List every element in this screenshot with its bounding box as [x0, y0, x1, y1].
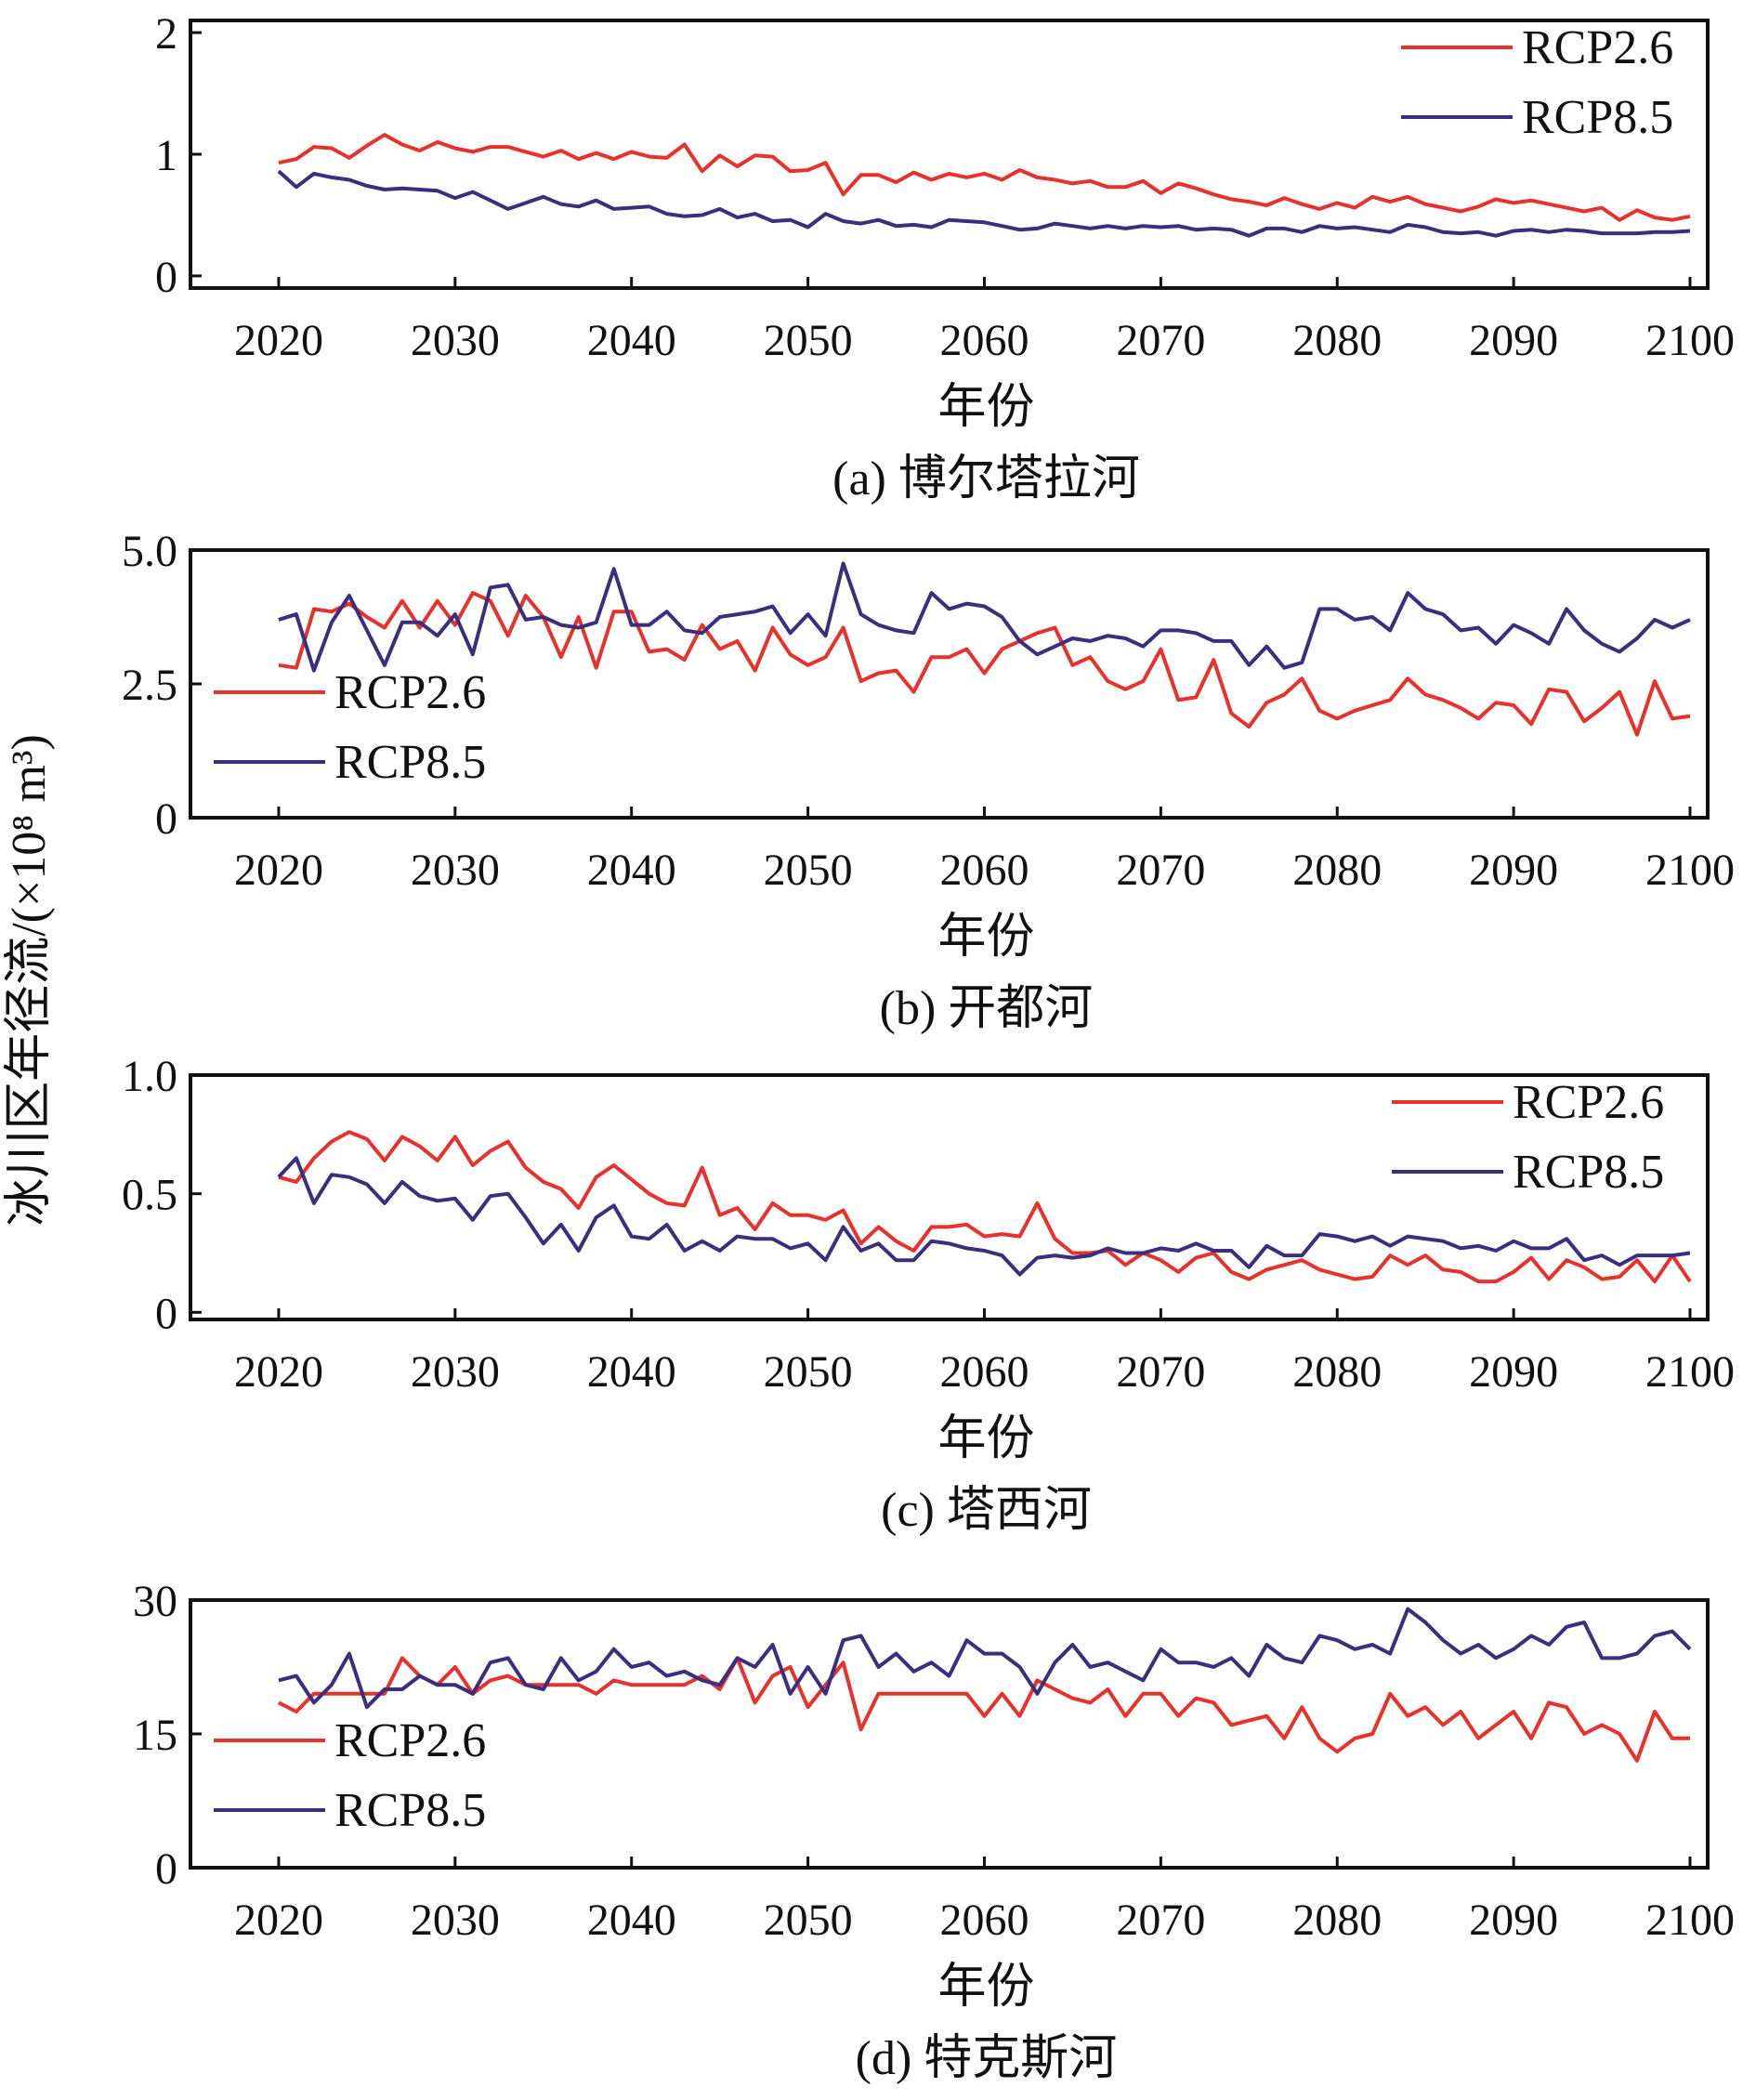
panel-title: (a) 博尔塔拉河 [832, 453, 1140, 505]
y-tick-label: 2.5 [122, 661, 177, 710]
x-tick-label: 2060 [939, 846, 1029, 895]
x-tick-label: 2090 [1469, 316, 1558, 365]
x-tick-label: 2100 [1645, 316, 1735, 365]
x-tick-label: 2040 [587, 846, 676, 895]
legend: RCP2.6 RCP8.5 [1392, 1076, 1664, 1199]
x-tick-label: 2030 [411, 1896, 500, 1945]
x-tick-label: 2090 [1469, 1347, 1558, 1397]
x-tick-label: 2100 [1645, 846, 1735, 895]
legend: RCP2.6 RCP8.5 [214, 1714, 486, 1837]
legend-label: RCP2.6 [334, 1714, 486, 1767]
x-tick-label: 2100 [1645, 1347, 1735, 1397]
x-tick-label: 2070 [1116, 316, 1205, 365]
series-line-RCP8.5 [277, 169, 1691, 238]
x-tick-label: 2080 [1292, 846, 1382, 895]
panel-c: 2020 2030 2040 2050 2060 2070 2080 2090 2100 0 0.5… [122, 1052, 1735, 1537]
x-tick-label: 2100 [1645, 1896, 1735, 1945]
y-tick-label: 0 [155, 1289, 177, 1338]
series-line-RCP2.6 [277, 1656, 1690, 1763]
y-tick-label: 0 [155, 253, 177, 302]
x-tick-label: 2020 [234, 316, 323, 365]
legend-label: RCP8.5 [1522, 91, 1673, 144]
legend: RCP2.6 RCP8.5 [1401, 21, 1673, 144]
series-line-RCP8.5 [278, 561, 1691, 673]
y-tick-label: 5.0 [122, 527, 177, 576]
x-tick-label: 2020 [234, 1347, 323, 1397]
x-tick-label: 2050 [764, 316, 853, 365]
x-tick-label: 2060 [939, 1896, 1029, 1945]
plot-frame [189, 1073, 1710, 1321]
x-tick-label: 2050 [764, 1347, 853, 1397]
y-tick-label: 0 [155, 1844, 177, 1894]
panel-a: 2020 2030 2040 2050 2060 2070 2080 2090 2100 0 1 2 年… [155, 9, 1735, 505]
x-tick-label: 2020 [234, 846, 323, 895]
legend-label: RCP8.5 [1513, 1146, 1664, 1199]
panel-title: (b) 开都河 [880, 982, 1094, 1035]
x-tick-label: 2090 [1469, 1896, 1558, 1945]
x-tick-label: 2090 [1469, 846, 1558, 895]
y-tick-label: 30 [133, 1577, 177, 1626]
x-tick-label: 2020 [234, 1896, 323, 1945]
x-tick-label: 2040 [587, 1347, 676, 1397]
x-tick-label: 2080 [1292, 316, 1382, 365]
x-tick-label: 2060 [939, 1347, 1029, 1397]
x-tick-label: 2060 [939, 316, 1029, 365]
panel-title: (d) 特克斯河 [856, 2032, 1118, 2085]
x-tick-label: 2030 [411, 316, 500, 365]
y-tick-label: 2 [155, 9, 177, 59]
x-tick-label: 2080 [1292, 1347, 1382, 1397]
x-tick-label: 2050 [764, 846, 853, 895]
x-axis-label: 年份 [937, 1961, 1034, 2014]
y-tick-label: 1 [155, 131, 177, 180]
y-axis-label: 冰川区年径流/(×10⁸ m³) [3, 734, 56, 1227]
x-tick-label: 2070 [1116, 846, 1205, 895]
x-tick-label: 2080 [1292, 1896, 1382, 1945]
y-tick-label: 1.0 [122, 1052, 177, 1101]
x-axis-label: 年份 [937, 911, 1034, 964]
panel-b: 2020 2030 2040 2050 2060 2070 2080 2090 2100 0 2.5… [122, 527, 1735, 1035]
y-tick-label: 15 [133, 1711, 177, 1760]
x-tick-label: 2070 [1116, 1896, 1205, 1945]
series-line-RCP2.6 [278, 591, 1691, 737]
x-axis-label: 年份 [937, 381, 1034, 434]
legend: RCP2.6 RCP8.5 [214, 666, 486, 789]
legend-label: RCP2.6 [334, 666, 486, 719]
x-tick-label: 2030 [411, 846, 500, 895]
y-tick-label: 0 [155, 794, 177, 844]
x-tick-label: 2040 [587, 316, 676, 365]
series-line-RCP2.6 [278, 1130, 1692, 1284]
x-axis-label: 年份 [937, 1412, 1034, 1465]
legend-label: RCP8.5 [334, 736, 486, 789]
legend-label: RCP8.5 [334, 1784, 486, 1837]
plot-frame [189, 19, 1710, 290]
legend-label: RCP2.6 [1513, 1076, 1664, 1129]
series-line-RCP8.5 [277, 1156, 1691, 1277]
x-tick-label: 2030 [411, 1347, 500, 1397]
x-tick-label: 2050 [764, 1896, 853, 1945]
series-line-RCP8.5 [278, 1607, 1692, 1710]
panel-title: (c) 塔西河 [881, 1484, 1092, 1537]
legend-label: RCP2.6 [1522, 21, 1673, 74]
y-tick-label: 0.5 [122, 1171, 177, 1220]
x-tick-label: 2040 [587, 1896, 676, 1945]
x-tick-label: 2070 [1116, 1347, 1205, 1397]
panel-d: 2020 2030 2040 2050 2060 2070 2080 2090 2100 0 15 3… [133, 1577, 1735, 2085]
series-line-RCP2.6 [278, 133, 1691, 222]
